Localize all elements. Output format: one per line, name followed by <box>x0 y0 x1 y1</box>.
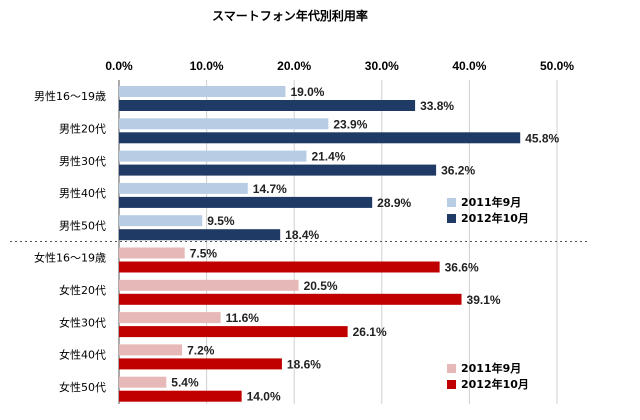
legend-label: 2011年9月 <box>461 361 521 375</box>
category-label: 女性40代 <box>59 348 106 362</box>
bar <box>119 150 307 162</box>
value-label: 39.1% <box>467 293 501 307</box>
value-label: 33.8% <box>420 99 454 113</box>
bar <box>119 247 185 259</box>
tick-label: 40.0% <box>452 59 486 73</box>
value-label: 7.5% <box>190 247 218 261</box>
category-label: 男性30代 <box>59 154 106 168</box>
value-label: 9.5% <box>207 214 235 228</box>
category-label: 男性50代 <box>59 218 106 232</box>
bar <box>119 229 281 241</box>
legend-label: 2012年10月 <box>461 377 529 391</box>
category-label: 男性16～19歳 <box>34 89 106 103</box>
legend-swatch <box>447 364 456 373</box>
legend-label: 2012年10月 <box>461 211 529 225</box>
value-label: 26.1% <box>353 325 387 339</box>
bar <box>119 196 373 208</box>
bar <box>119 376 167 388</box>
bar <box>119 279 299 291</box>
value-label: 11.6% <box>226 311 260 325</box>
legend-swatch <box>447 198 456 207</box>
tick-label: 20.0% <box>277 59 311 73</box>
value-label: 45.8% <box>525 131 559 145</box>
value-label: 19.0% <box>290 85 324 99</box>
tick-label: 50.0% <box>540 59 574 73</box>
category-label: 男性40代 <box>59 186 106 200</box>
legends: 2011年9月 2012年10月 2011年9月 2012年10月 <box>447 195 529 391</box>
bar <box>119 344 183 356</box>
bar <box>119 100 416 111</box>
bar <box>119 164 437 176</box>
legend-swatch <box>447 380 456 389</box>
value-label: 14.0% <box>247 390 281 404</box>
bar <box>119 132 521 144</box>
bar <box>119 293 462 305</box>
category-label: 女性20代 <box>59 283 106 297</box>
bar <box>119 326 348 338</box>
tick-labels: 0.0% 10.0% 20.0% 30.0% 40.0% 50.0% <box>105 59 574 73</box>
tick-label: 30.0% <box>365 59 399 73</box>
bar <box>119 118 329 130</box>
category-label: 女性30代 <box>59 315 106 329</box>
value-label: 18.6% <box>287 357 321 371</box>
tick-label: 0.0% <box>105 59 133 73</box>
legend-label: 2011年9月 <box>461 195 521 209</box>
value-label: 7.2% <box>187 343 215 357</box>
value-label: 36.6% <box>445 261 479 275</box>
legend-swatch <box>447 214 456 223</box>
bar <box>119 390 242 402</box>
bar <box>119 215 203 227</box>
bar <box>119 358 282 370</box>
bar <box>119 261 440 273</box>
bar <box>119 182 248 194</box>
value-label: 36.2% <box>441 164 475 178</box>
bars <box>119 86 521 402</box>
category-labels: 男性16～19歳男性20代男性30代男性40代男性50代女性16～19歳女性20… <box>34 89 106 394</box>
value-label: 5.4% <box>171 376 199 390</box>
chart-title: スマートフォン年代別利用率 <box>212 8 368 23</box>
value-label: 28.9% <box>377 196 411 210</box>
category-label: 女性50代 <box>59 380 106 394</box>
bar <box>119 312 221 324</box>
value-label: 23.9% <box>333 117 367 131</box>
value-label: 20.5% <box>304 279 338 293</box>
category-label: 女性16～19歳 <box>34 251 106 265</box>
value-label: 14.7% <box>253 182 287 196</box>
value-label: 18.4% <box>285 228 319 242</box>
tick-label: 10.0% <box>190 59 224 73</box>
category-label: 男性20代 <box>59 121 106 135</box>
bar <box>119 86 286 97</box>
value-labels: 19.0% 33.8% 23.9% 45.8% 21.4% 36.2% 14.7% 28.9%… <box>171 85 559 404</box>
value-label: 21.4% <box>311 150 345 164</box>
